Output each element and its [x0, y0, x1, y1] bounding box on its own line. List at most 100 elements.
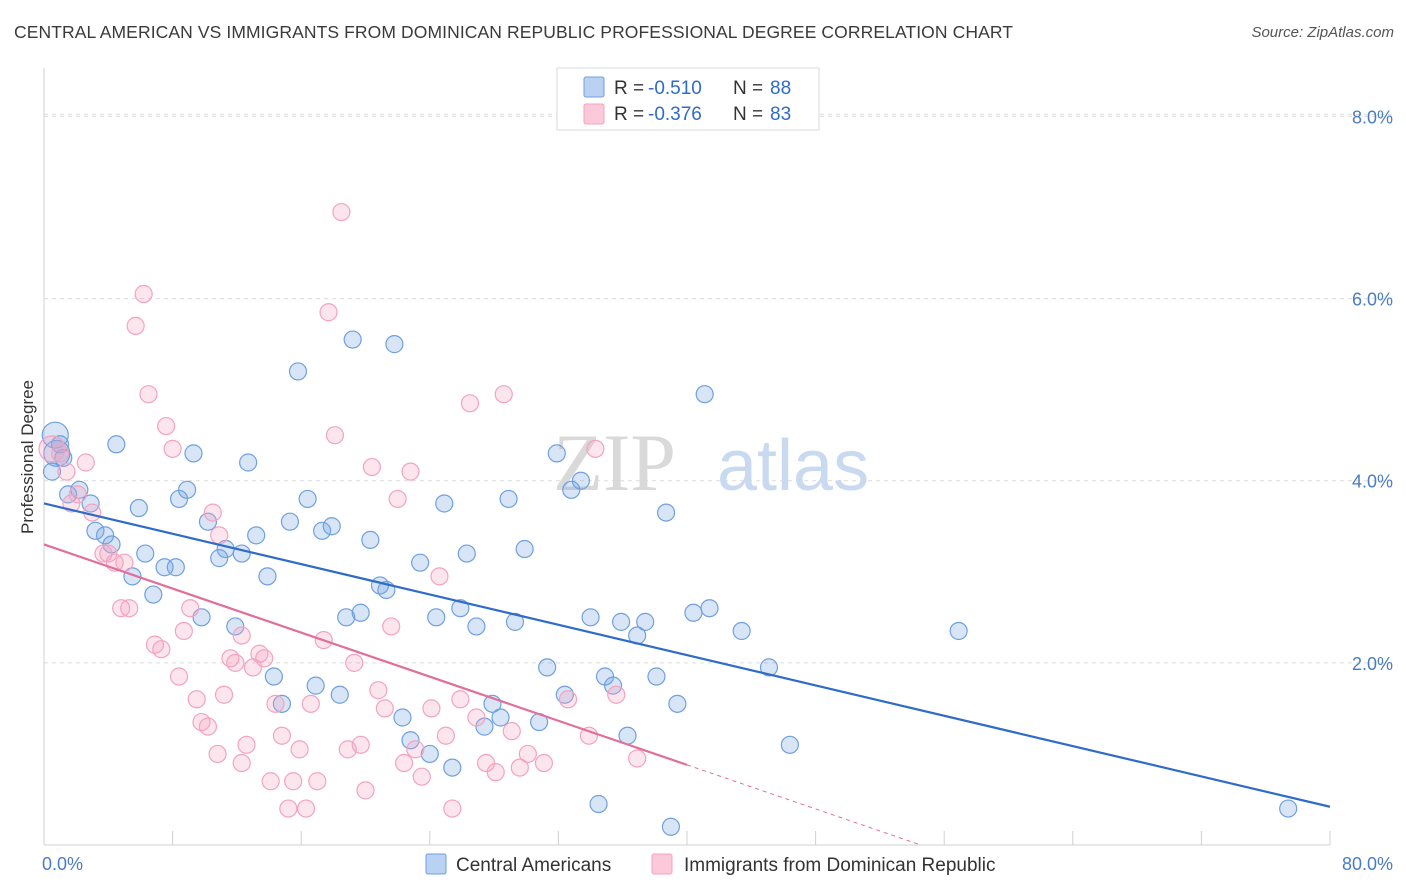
point-dominican-republic — [210, 526, 229, 545]
point-dominican-republic — [203, 503, 222, 522]
point-central-americans — [210, 549, 229, 568]
point-central-americans — [123, 567, 142, 586]
axes — [43, 68, 1331, 846]
point-central-americans — [264, 667, 283, 686]
point-dominican-republic — [558, 690, 578, 709]
point-dominican-republic — [255, 649, 274, 668]
point-central-americans — [491, 708, 510, 727]
point-central-americans — [136, 544, 155, 563]
x-tick-labels: 0.0% 80.0% — [42, 854, 1393, 874]
point-central-americans — [280, 512, 300, 531]
point-central-americans — [657, 503, 676, 522]
series-legend-swatch-central-americans — [425, 853, 447, 875]
y-tick-label: 6.0% — [1352, 290, 1393, 310]
point-dominican-republic — [586, 439, 605, 458]
point-central-americans — [166, 558, 185, 577]
point-dominican-republic — [356, 781, 375, 800]
point-central-americans — [759, 658, 779, 677]
point-dominican-republic — [139, 385, 158, 404]
point-central-americans — [81, 494, 100, 513]
point-dominican-republic — [272, 726, 292, 745]
point-dominican-republic — [362, 457, 382, 477]
point-dominican-republic — [157, 416, 176, 436]
point-dominican-republic — [510, 758, 529, 777]
trend-line-central-americans — [43, 502, 1331, 808]
point-central-americans — [107, 435, 126, 454]
point-dominican-republic — [332, 202, 351, 222]
series-legend-dominican-republic: Immigrants from Dominican Republic — [684, 855, 996, 876]
point-central-americans — [95, 526, 115, 545]
point-central-americans — [427, 608, 446, 627]
trend-line-extension-dominican-republic — [686, 764, 921, 846]
point-central-americans — [393, 708, 412, 727]
point-central-americans — [1279, 799, 1298, 818]
point-dominican-republic — [279, 799, 298, 818]
point-dominican-republic — [607, 685, 626, 704]
point-dominican-republic — [198, 717, 218, 736]
watermark-zip: ZIP — [553, 417, 676, 508]
point-central-americans — [949, 621, 968, 641]
point-dominican-republic — [163, 439, 182, 458]
point-central-americans — [420, 744, 439, 764]
point-dominican-republic — [152, 640, 171, 659]
point-dominican-republic — [99, 544, 118, 563]
point-dominican-republic — [237, 735, 256, 754]
y-tick-label: 8.0% — [1352, 107, 1393, 127]
point-central-americans — [247, 526, 266, 545]
point-central-americans — [306, 676, 325, 695]
point-dominican-republic — [62, 494, 81, 513]
point-central-americans — [351, 603, 370, 622]
point-dominican-republic — [290, 740, 309, 759]
point-central-americans — [684, 603, 703, 622]
trend-lines — [43, 502, 1331, 846]
data-points — [38, 202, 1298, 836]
point-central-americans — [647, 667, 666, 686]
point-dominican-republic — [181, 599, 200, 618]
point-dominican-republic — [120, 599, 139, 618]
legend-n-value: 88 — [770, 78, 791, 99]
point-dominican-republic — [494, 385, 513, 404]
point-central-americans — [184, 444, 203, 463]
point-dominican-republic — [443, 799, 462, 818]
y-tick-labels: 2.0% 4.0% 6.0% 8.0% — [1352, 107, 1393, 673]
grid-lines — [44, 113, 1394, 664]
point-central-americans — [42, 462, 62, 481]
legend: R = -0.510 N = 88 R = -0.376 N = 83 — [556, 67, 820, 131]
point-central-americans — [636, 612, 655, 631]
point-dominican-republic — [534, 753, 554, 773]
point-dominican-republic — [412, 767, 431, 786]
point-central-americans — [571, 471, 591, 490]
point-central-americans — [695, 385, 714, 404]
point-dominican-republic — [115, 553, 134, 572]
point-central-americans — [385, 335, 404, 354]
legend-r-value: -0.510 — [648, 78, 702, 99]
legend-r-label: R = — [614, 104, 644, 125]
point-central-americans — [732, 621, 751, 641]
point-central-americans — [505, 612, 525, 631]
point-central-americans — [538, 658, 557, 677]
point-central-americans — [322, 517, 341, 536]
point-central-americans — [144, 585, 163, 604]
point-central-americans — [457, 544, 476, 563]
point-central-americans — [401, 731, 420, 750]
series-legend: Central Americans Immigrants from Domini… — [425, 853, 996, 876]
point-dominican-republic — [232, 753, 251, 773]
point-central-americans — [50, 435, 70, 454]
point-central-americans — [661, 817, 681, 836]
point-central-americans — [435, 494, 454, 513]
point-central-americans — [129, 498, 148, 518]
point-dominican-republic — [351, 735, 370, 754]
y-tick-label: 2.0% — [1352, 654, 1393, 674]
point-central-americans — [668, 694, 687, 713]
point-dominican-republic — [174, 621, 193, 641]
point-central-americans — [258, 567, 277, 586]
point-central-americans — [288, 362, 308, 381]
point-dominican-republic — [261, 772, 280, 791]
point-dominican-republic — [401, 462, 420, 481]
point-dominican-republic — [430, 567, 449, 586]
point-dominican-republic — [319, 303, 338, 322]
point-dominican-republic — [451, 690, 470, 709]
point-dominican-republic — [422, 699, 441, 718]
legend-n-label: N = — [733, 104, 763, 125]
point-dominican-republic — [169, 667, 189, 686]
